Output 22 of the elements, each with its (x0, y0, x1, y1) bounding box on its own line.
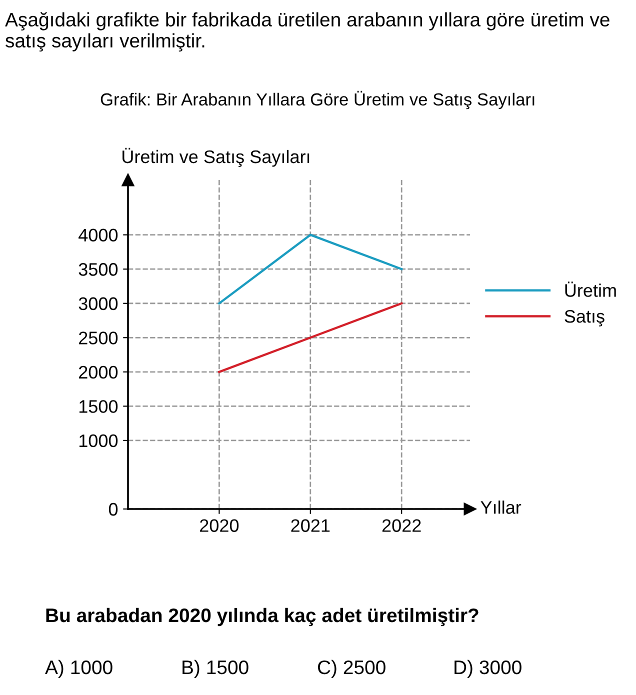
text: A) 1000 (45, 660, 112, 678)
y-tick-label: 0 (108, 502, 118, 516)
legend-label: Satış (564, 310, 604, 326)
x-tick-label: 2020 (200, 519, 239, 532)
y-tick-label: 2500 (79, 332, 118, 344)
x-tick-label: 2022 (382, 519, 421, 532)
x-axis-title: Yıllar (480, 500, 522, 514)
chart-title: Grafik: Bir Arabanın Yıllara Göre Üretim ve Satış Sayıları (100, 90, 534, 110)
y-tick-label: 3500 (78, 263, 118, 276)
text: Aşağıdaki grafikte bir fabrikada üretilen arabanın yıllara göre üretim ve satış sayıları verilmiştir. (5, 12, 610, 52)
y-axis-title: Üretim ve Satış Sayıları (122, 148, 310, 167)
y-tick-label: 4000 (78, 228, 118, 242)
y-tick-label: 1000 (79, 434, 118, 448)
text: Bu arabadan 2020 yılında kaç adet üretilmiştir? (46, 608, 478, 626)
y-tick-label: 3000 (78, 297, 118, 310)
y-tick-label: 1500 (79, 400, 118, 413)
x-tick-label: 2021 (291, 519, 330, 532)
text: D) 3000 (454, 660, 522, 678)
text: C) 2500 (318, 660, 386, 678)
y-tick-label: 2000 (79, 366, 118, 379)
text: B) 1500 (182, 660, 248, 678)
legend-label: Üretim (565, 282, 616, 297)
